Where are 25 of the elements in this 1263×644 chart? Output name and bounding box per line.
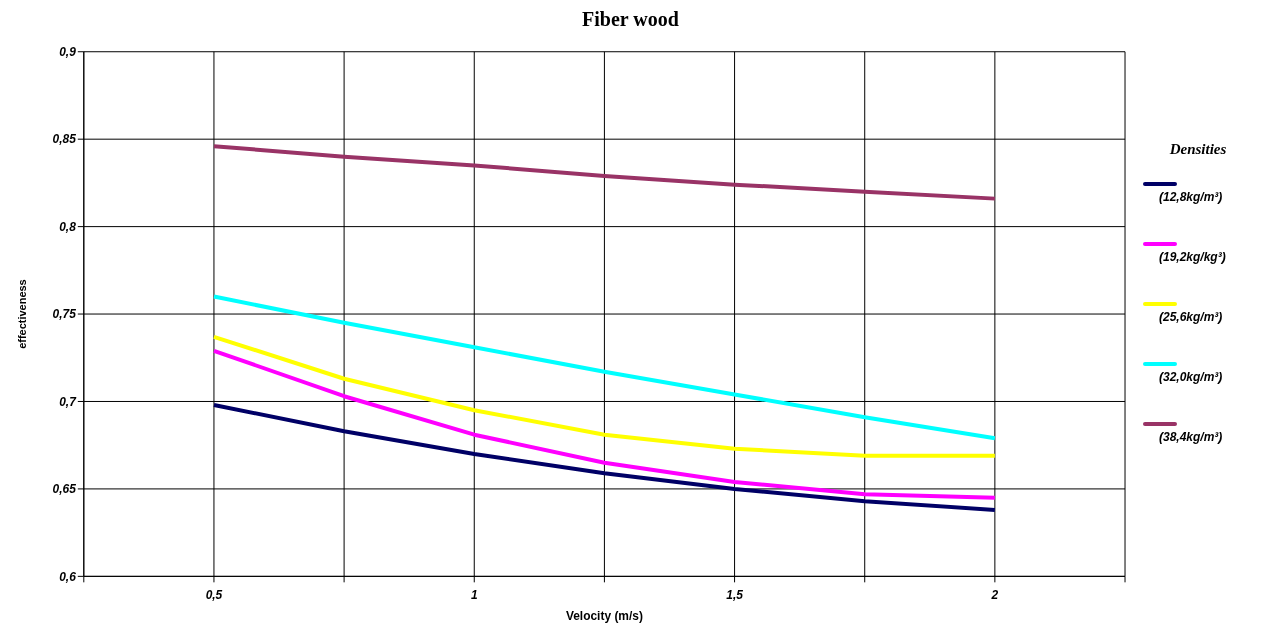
- legend-label: (25,6kg/m³): [1159, 310, 1224, 324]
- x-tick-label: 1,5: [726, 587, 744, 602]
- x-tick-label: 2: [990, 587, 999, 602]
- x-axis-title: Velocity (m/s): [565, 609, 643, 624]
- y-tick-label: 0,8: [59, 219, 77, 234]
- x-tick-label: 1: [470, 587, 478, 602]
- legend-label: (19,2kg/kg³): [1159, 250, 1227, 264]
- y-tick-label: 0,9: [59, 44, 77, 59]
- legend-label: (38,4kg/m³): [1159, 430, 1224, 444]
- y-tick-label: 0,75: [52, 307, 77, 322]
- line-series: [211, 348, 997, 500]
- y-tick-label: 0,6: [59, 569, 77, 584]
- legend-label: (32,0kg/m³): [1159, 370, 1224, 384]
- chart-title: Fiber wood: [581, 8, 680, 31]
- y-axis-title: effectiveness: [15, 279, 28, 349]
- x-tick-label: 0,5: [205, 587, 223, 602]
- line-series: [211, 294, 997, 441]
- line-series: [211, 144, 997, 201]
- legend-label: (12,8kg/m³): [1159, 190, 1224, 204]
- legend-title: Densities: [1168, 141, 1228, 158]
- line-series: [211, 402, 997, 512]
- y-tick-label: 0,65: [52, 482, 77, 497]
- y-tick-label: 0,7: [59, 394, 78, 409]
- y-tick-label: 0,85: [52, 132, 77, 147]
- line-series: [211, 334, 997, 458]
